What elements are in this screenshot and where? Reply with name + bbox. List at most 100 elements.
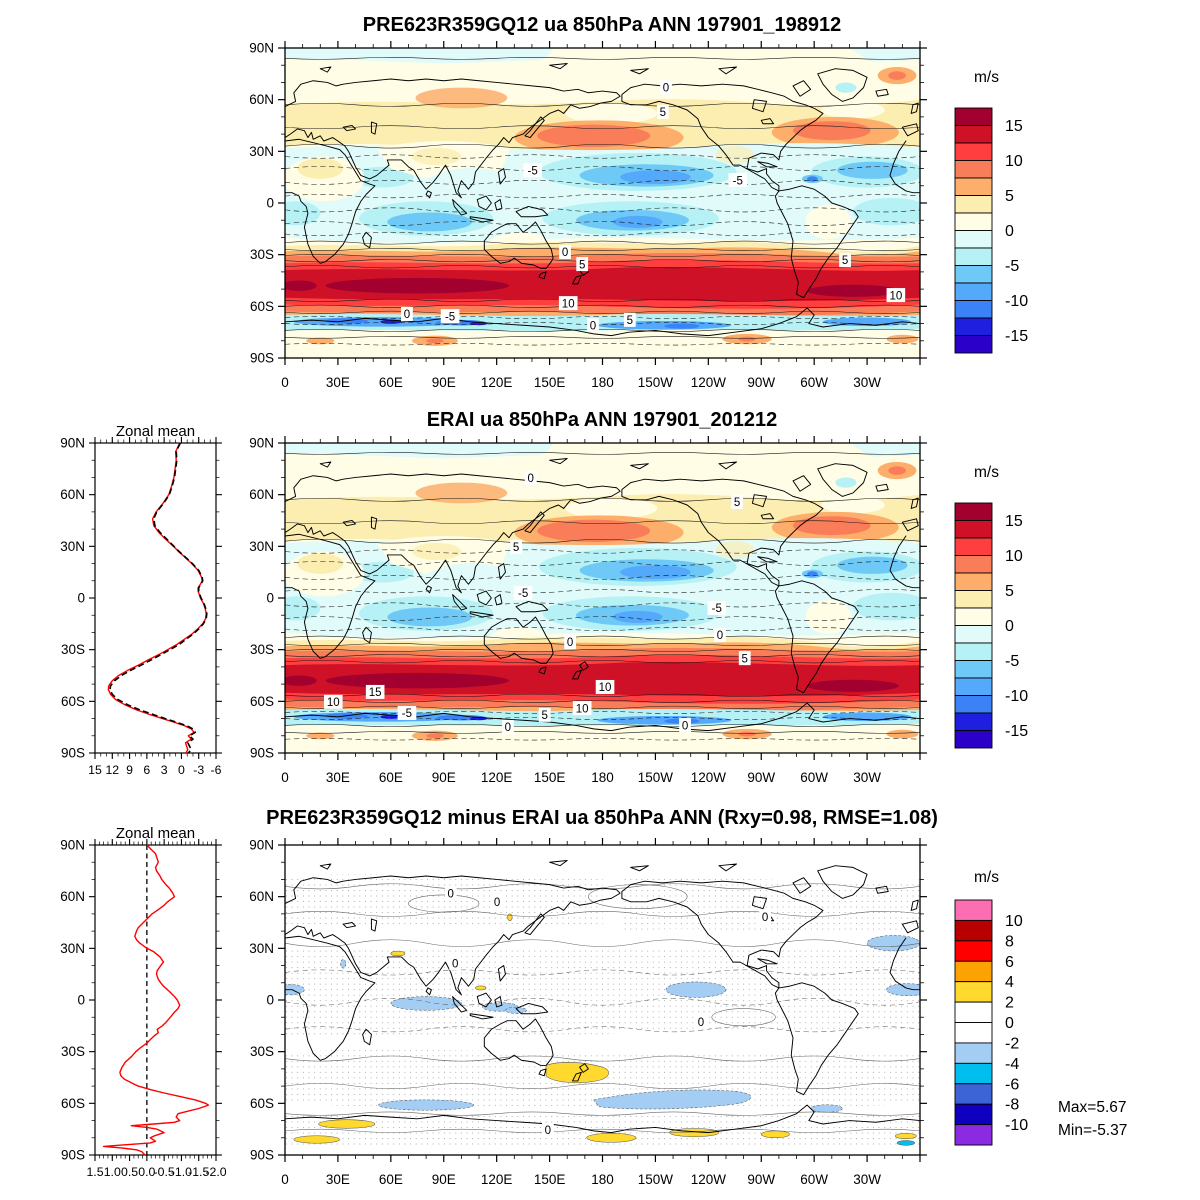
contour-label: 10 [599,682,612,694]
contour-label: -5 [445,311,455,323]
panel-difference: PRE623R359GQ12 minus ERAI ua 850hPa ANN … [60,807,1127,1187]
contour-label: 0 [682,720,688,732]
colorbar-tick-label: 4 [1005,974,1014,991]
colorbar-box [954,1124,993,1146]
colorbar-box [954,642,993,661]
colorbar-box [954,919,993,942]
stat-max: Max=5.67 [1058,1099,1127,1116]
contour-line [285,240,920,245]
contour-line [285,194,920,199]
lon-tick-label: 0 [281,770,289,785]
colorbar-box [954,142,993,161]
colorbar-tick-label: -10 [1005,688,1028,705]
contour-line [285,549,920,554]
lon-tick-label: 30E [326,1172,350,1187]
contour-label: -5 [518,588,528,600]
panel-difference-title: PRE623R359GQ12 minus ERAI ua 850hPa ANN … [266,807,938,829]
contour-line [285,265,920,269]
lat-tick-label: 30S [250,1044,274,1059]
contour-line [285,731,920,734]
lon-tick-label: 150E [534,1172,566,1187]
colorbar-box [954,195,993,214]
contour-label-box [323,694,343,709]
contour-label: 10 [562,298,575,310]
contour-line [285,561,920,566]
contour-label-box [564,635,577,650]
contour-label: 5 [742,653,748,665]
lon-tick-label: 180 [591,1172,614,1187]
lon-tick-label: 0 [281,375,289,390]
contour-label: 0 [663,82,669,94]
lat-tick-label: 90S [250,746,274,761]
zonal-x-tick-label: 1.0 [104,1165,121,1179]
colorbar: 10 8 6 4 2 0 -2 -4 -6 -8 -10 [954,899,1028,1146]
contour-line [285,180,920,185]
colorbar-box [954,1001,993,1023]
contour-line [285,711,920,714]
zonal-curve-red-solid [102,844,210,1156]
zonal-lat-tick-label: 90S [61,746,85,761]
contour-labels: 0 5 5 -5 -5 0 0 5 15 10 10 10 5 -5 0 0 [323,471,751,734]
contour-label: -5 [402,708,412,720]
colorbar-tick-label: 2 [1005,995,1014,1012]
colorbar-box [954,590,993,609]
contour-line [285,310,920,314]
colorbar-box [954,1083,993,1105]
colorbar-tick-label: 10 [1005,548,1023,565]
difference-field-use [285,845,920,1155]
lon-tick-label: 60W [800,770,828,785]
colorbar-box [954,317,993,336]
colorbar-box [954,555,993,574]
contour-label-box [513,586,533,601]
contour-line [285,336,920,339]
colorbar-tick-label: 6 [1005,954,1014,971]
lat-tick-label: 0 [266,196,274,211]
lon-tick-label: 30E [326,375,350,390]
colorbar-box [954,695,993,714]
contour-label: 0 [562,247,568,259]
zonal-x-tick-label: 6 [143,763,150,777]
lon-tick-label: 60E [379,375,403,390]
colorbar-units-label: m/s [974,869,999,886]
contour-label-box [449,956,462,971]
contour-line [285,575,920,580]
lat-tick-label: 60N [249,487,274,502]
colorbar-box [954,981,993,1003]
contour-label-box [523,163,542,178]
colorbar-box [954,160,993,179]
contour-label: 0 [545,1125,551,1137]
contour-label-box [510,539,523,554]
contour-label: -5 [712,603,722,615]
contour-label-box [595,679,615,694]
contour-label: 10 [576,703,589,715]
colorbar-box [954,265,993,284]
lon-tick-label: 120E [481,770,513,785]
contour-label-box [695,1015,707,1030]
lon-tick-label: 60E [379,770,403,785]
lon-tick-label: 150E [534,375,566,390]
colorbar-box [954,1062,993,1085]
contour-label-box [558,296,578,311]
lat-tick-label: 60N [249,889,274,904]
zonal-lat-tick-label: 0 [77,591,85,606]
contour-label-box [839,253,851,268]
colorbar-tick-label: -5 [1005,653,1019,670]
contour-label-box [728,173,748,188]
contour-label-box [886,288,906,303]
zonal-lat-tick-label: 90N [60,436,85,451]
colorbar-box [954,899,993,921]
zonal-x-tick-label: 1.5 [86,1165,103,1179]
contour-line [285,248,920,251]
colorbar-box [954,125,993,144]
contour-line [285,635,920,640]
colorbar: 15 10 5 0 -5 -10 -15 [954,107,1028,354]
contour-line [285,998,920,1006]
lat-tick-label: 30N [249,144,274,159]
colorbar-box [954,247,993,266]
colorbar-box [954,625,993,644]
contour-line [285,649,920,652]
lon-tick-label: 60W [800,375,828,390]
contour-line [285,699,920,703]
